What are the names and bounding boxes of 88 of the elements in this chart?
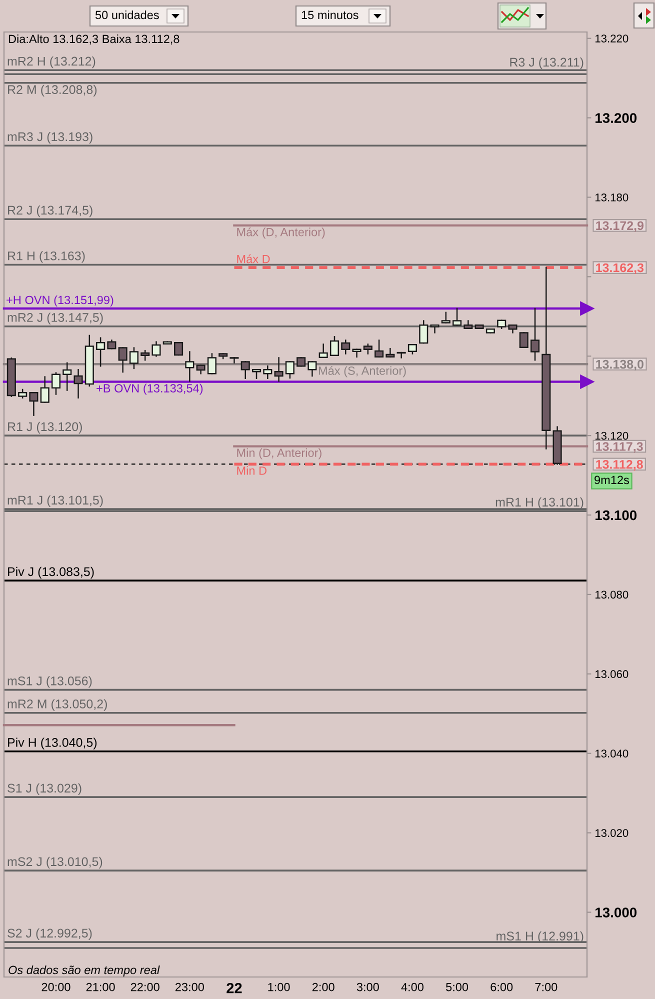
ref-line-label: R2 J (13.174,5) (8, 205, 92, 218)
text: 50 unidades (95, 10, 159, 20)
ref-line-label: mR2 M (13.050,2) (8, 699, 107, 711)
candlestick (374, 340, 384, 358)
series-label: Máx (S, Anterior) (318, 366, 406, 378)
ref-line-label: S1 J (13.029) (8, 783, 82, 796)
x-tick-label: 22:00 (130, 982, 160, 992)
ref-line-label: Piv H (13.040,5) (8, 738, 97, 750)
candlestick (430, 324, 440, 334)
candlestick (408, 344, 417, 354)
x-tick-label: 5:00 (446, 982, 468, 992)
y-tick-label: 13.100 (596, 510, 637, 520)
candlestick (96, 337, 106, 367)
x-tick-label: 3:00 (356, 982, 379, 992)
candlestick (452, 308, 462, 326)
y-tick-label: 13.220 (595, 34, 628, 42)
x-tick-label: 7:00 (535, 982, 558, 992)
y-tick-label: 13.060 (595, 670, 628, 678)
candlestick (118, 347, 128, 373)
y-tick-label: 13.040 (595, 750, 628, 758)
ref-line-label: mS1 J (13.056) (8, 676, 92, 688)
ref-line-label: mR2 H (13.212) (8, 56, 96, 68)
x-tick-label: 22 (226, 982, 242, 994)
series-label: Máx D (237, 254, 270, 264)
candlestick (62, 362, 72, 391)
candlestick (152, 341, 161, 357)
ref-line-label: mR1 J (13.101,5) (8, 495, 103, 508)
candlestick (441, 312, 450, 324)
series-label: Min (D, Anterior) (237, 448, 322, 460)
data-label: 13.162,3 (596, 263, 644, 274)
candlestick (274, 357, 284, 382)
annotation: Os dados são em tempo real (8, 965, 160, 976)
data-label: 13.172,9 (596, 221, 644, 232)
x-tick-label: 23:00 (175, 982, 204, 992)
data-label: 13.117,3 (596, 442, 643, 453)
text: 15 minutos (302, 10, 358, 20)
y-tick-label: 13.200 (596, 113, 637, 123)
candlestick (240, 361, 250, 380)
candlestick (363, 344, 372, 354)
y-tick-label: 13.120 (595, 432, 628, 440)
ref-line-label: R2 M (13.208,8) (8, 84, 97, 96)
candlestick (263, 365, 272, 380)
candlestick (185, 351, 194, 382)
candlestick (318, 344, 328, 358)
ref-line-label: R1 J (13.120) (8, 422, 82, 434)
data-label: 13.112,8 (596, 460, 643, 471)
candlestick (74, 369, 83, 398)
ref-line-label: mS1 H (12.991) (496, 931, 584, 943)
candlestick (207, 353, 216, 374)
series-label: Min D (237, 466, 266, 475)
series-label: Máx (D, Anterior) (237, 227, 325, 239)
ref-line-label: R1 H (13.163) (8, 251, 85, 263)
text: 9m12s (594, 476, 630, 484)
y-tick-label: 13.180 (595, 194, 628, 202)
y-tick-label: 13.000 (596, 908, 637, 918)
ref-line-label: mS2 J (13.010,5) (8, 856, 102, 869)
ref-line-label: S2 J (12.992,5) (8, 928, 92, 940)
candlestick (308, 361, 317, 377)
candlestick (285, 361, 294, 379)
ref-line-label: mR2 J (13.147,5) (8, 312, 103, 324)
candlestick (129, 347, 138, 370)
x-tick-label: 21:00 (86, 982, 115, 992)
candlestick (140, 350, 150, 361)
candlestick (519, 332, 528, 348)
candlestick (29, 392, 38, 416)
candlestick (341, 340, 350, 354)
x-tick-label: 6:00 (490, 982, 513, 992)
x-tick-label: 1:00 (268, 982, 290, 992)
y-tick-label: 13.020 (595, 829, 628, 837)
x-tick-label: 2:00 (312, 982, 334, 992)
y-tick-label: 13.080 (595, 590, 628, 599)
x-tick-label: 4:00 (401, 982, 424, 992)
ref-line-label: Piv J (13.083,5) (8, 566, 94, 579)
series-label: +H OVN (13.151,99) (6, 296, 114, 307)
ref-line-label: mR1 H (13.101) (496, 497, 584, 510)
data-label: 13.138,0 (596, 360, 644, 371)
candlestick (330, 336, 340, 356)
candlestick (419, 320, 428, 344)
series-label: +B OVN (13.133,54) (96, 384, 203, 395)
candlestick (40, 376, 50, 403)
candlestick (51, 372, 61, 395)
ref-line-label: R3 J (13.211) (510, 57, 584, 70)
annotation: Dia:Alto 13.162,3 Baixa 13.112,8 (8, 34, 180, 45)
candlestick (174, 342, 184, 356)
candlestick (230, 357, 239, 364)
x-tick-label: 20:00 (42, 982, 70, 992)
ref-line-label: mR3 J (13.193) (8, 132, 92, 144)
candlestick (396, 352, 406, 358)
